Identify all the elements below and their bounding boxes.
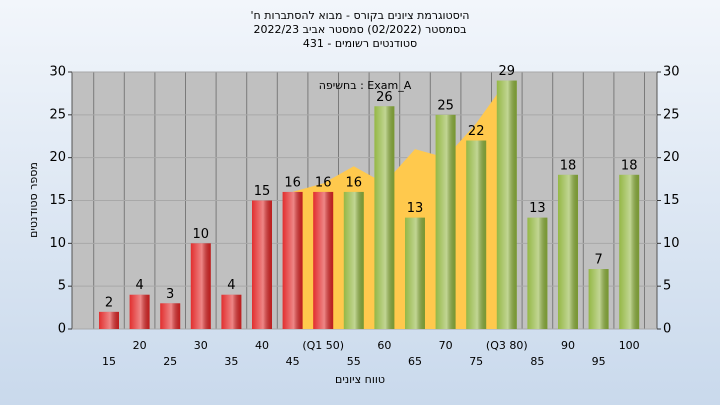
bar-shine (129, 294, 150, 329)
x-tick-label: 25 (163, 355, 177, 368)
y-tick-label: 20 (49, 150, 66, 165)
x-tick-label: 100 (619, 339, 640, 352)
data-label: 13 (407, 201, 424, 216)
annotation: בחשיפה : Exam_A (319, 79, 412, 92)
x-tick-label: 40 (255, 339, 269, 352)
bar-shine (190, 243, 211, 329)
y2-tick-label: 10 (663, 236, 680, 251)
bar-shine (619, 174, 640, 329)
data-label: 10 (193, 227, 210, 242)
data-label: 25 (437, 98, 454, 113)
y-tick-label: 0 (58, 322, 66, 337)
x-tick-label: 15 (102, 355, 116, 368)
chart-title: היסטוגרמת ציונים בקורס - מבוא להסתברות ח… (251, 9, 470, 22)
x-tick-label: 95 (592, 355, 606, 368)
bar-shine (221, 294, 242, 329)
data-label: 4 (135, 278, 143, 293)
y2-tick-label: 0 (663, 322, 671, 337)
data-label: 13 (529, 201, 546, 216)
bar-shine (496, 80, 517, 329)
y-tick-label: 30 (49, 65, 66, 80)
bar-shine (160, 303, 181, 329)
x-tick-label: 70 (439, 339, 453, 352)
data-label: 18 (621, 158, 638, 173)
x-tick-label: 90 (561, 339, 575, 352)
x-axis-label: טווח ציונים (335, 373, 385, 386)
data-label: 16 (315, 175, 332, 190)
data-label: 18 (560, 158, 577, 173)
chart-subtitle: סטודנטים רשומים - 431 (303, 37, 417, 50)
bar-shine (374, 106, 395, 330)
data-label: 3 (166, 287, 174, 302)
x-tick-label: 65 (408, 355, 422, 368)
x-tick-label: (Q1 50) (302, 339, 344, 352)
x-tick-label: (Q3 80) (486, 339, 528, 352)
data-label: 15 (254, 184, 271, 199)
y2-tick-label: 15 (663, 193, 680, 208)
bar-shine (527, 217, 548, 329)
bar-shine (466, 140, 487, 329)
y2-tick-label: 25 (663, 107, 680, 122)
data-label: 22 (468, 124, 485, 139)
bar-shine (99, 311, 119, 329)
bar-shine (588, 269, 609, 329)
data-label: 26 (376, 90, 393, 105)
bar-shine (405, 217, 425, 329)
data-label: 29 (499, 64, 516, 79)
bar-shine (558, 174, 578, 329)
bar-shine (435, 114, 456, 329)
bar-shine (282, 191, 303, 329)
data-label: 2 (105, 295, 113, 310)
y2-tick-label: 20 (663, 150, 680, 165)
y2-tick-label: 30 (663, 65, 680, 80)
y-tick-label: 10 (49, 236, 66, 251)
x-tick-label: 60 (377, 339, 391, 352)
bar-shine (252, 200, 272, 329)
x-tick-label: 45 (286, 355, 300, 368)
y-tick-label: 15 (49, 193, 66, 208)
data-label: 4 (227, 278, 235, 293)
x-tick-label: 75 (469, 355, 483, 368)
data-label: 16 (284, 175, 301, 190)
y2-tick-label: 5 (663, 279, 671, 294)
x-tick-label: 35 (224, 355, 238, 368)
x-tick-label: 20 (133, 339, 147, 352)
bar-shine (343, 191, 364, 329)
y-axis-label: מספר סטודנטים (27, 162, 40, 238)
y-tick-label: 25 (49, 107, 66, 122)
x-tick-label: 30 (194, 339, 208, 352)
x-tick-label: 55 (347, 355, 361, 368)
data-label: 7 (594, 253, 602, 268)
chart-subtitle: בסמסטר (02/2022) סמסטר אביב 2022/23 (253, 23, 466, 36)
data-label: 16 (346, 175, 363, 190)
bar-shine (313, 191, 334, 329)
y-tick-label: 5 (58, 279, 66, 294)
x-tick-label: 85 (530, 355, 544, 368)
